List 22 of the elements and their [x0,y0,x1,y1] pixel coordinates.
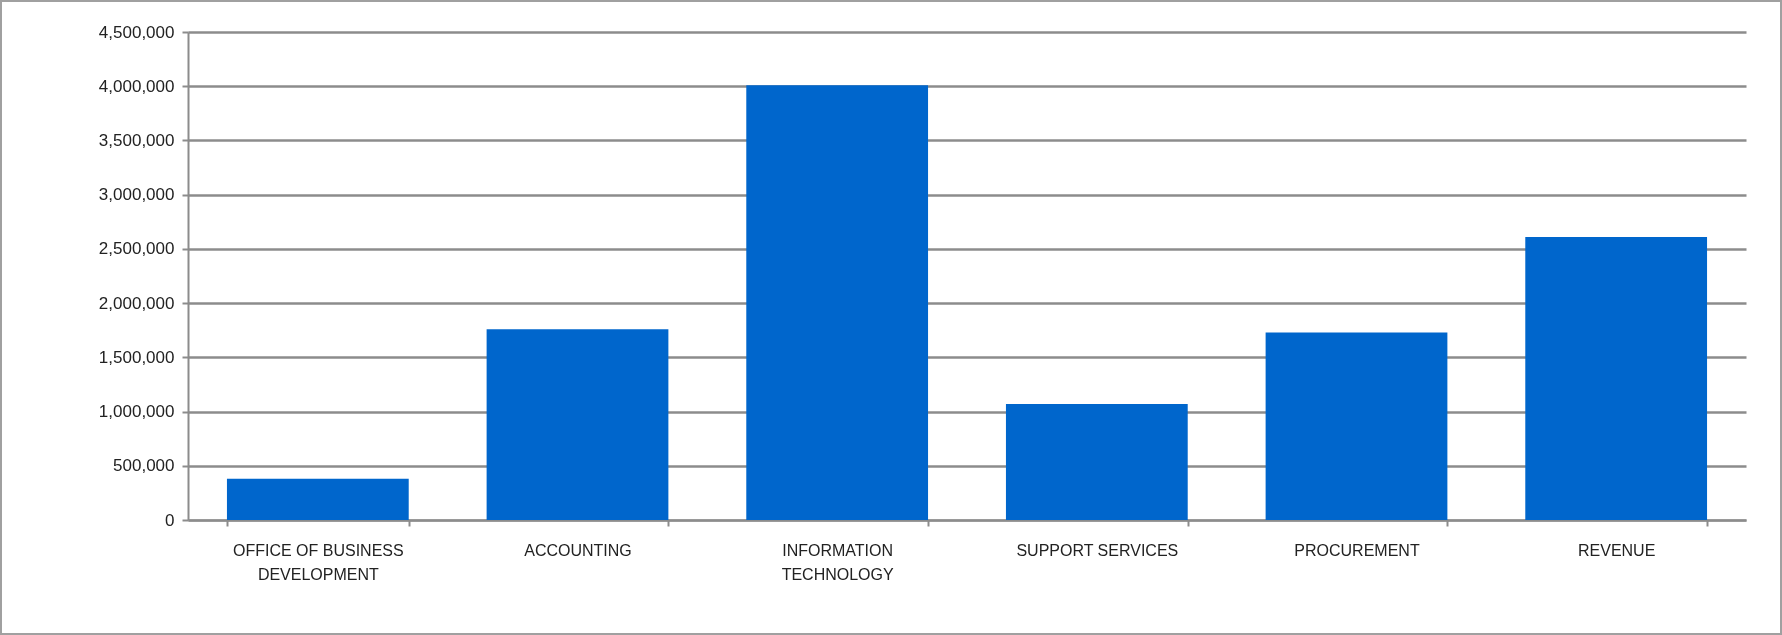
x-tick-label: OFFICE OF BUSINESS DEVELOPMENT [232,541,404,583]
y-tick-label: 4,000,000 [98,76,175,96]
y-tick-label: 1,500,000 [98,347,175,367]
y-tick-label: 4,500,000 [98,22,175,42]
x-tick-label: INFORMATION TECHNOLOGY [781,541,894,583]
bar [1525,236,1708,520]
x-tick-label: REVENUE [1577,541,1656,559]
x-tick-label: SUPPORT SERVICES [1016,541,1179,559]
y-tick-label: 500,000 [113,456,175,476]
x-tick-label: PROCUREMENT [1294,541,1420,559]
bar [226,478,409,520]
bar [486,329,669,520]
x-tick-label: ACCOUNTING [524,541,632,559]
y-tick-label: 2,000,000 [98,293,175,313]
y-tick-label: 3,000,000 [98,185,175,205]
y-tick-label: 2,500,000 [98,239,175,259]
y-tick-label: 1,000,000 [98,402,175,422]
y-tick-label: 0 [165,510,175,530]
bar [746,85,929,520]
bar [1265,332,1448,520]
y-tick-label: 3,500,000 [98,130,175,150]
bar [1005,403,1188,520]
